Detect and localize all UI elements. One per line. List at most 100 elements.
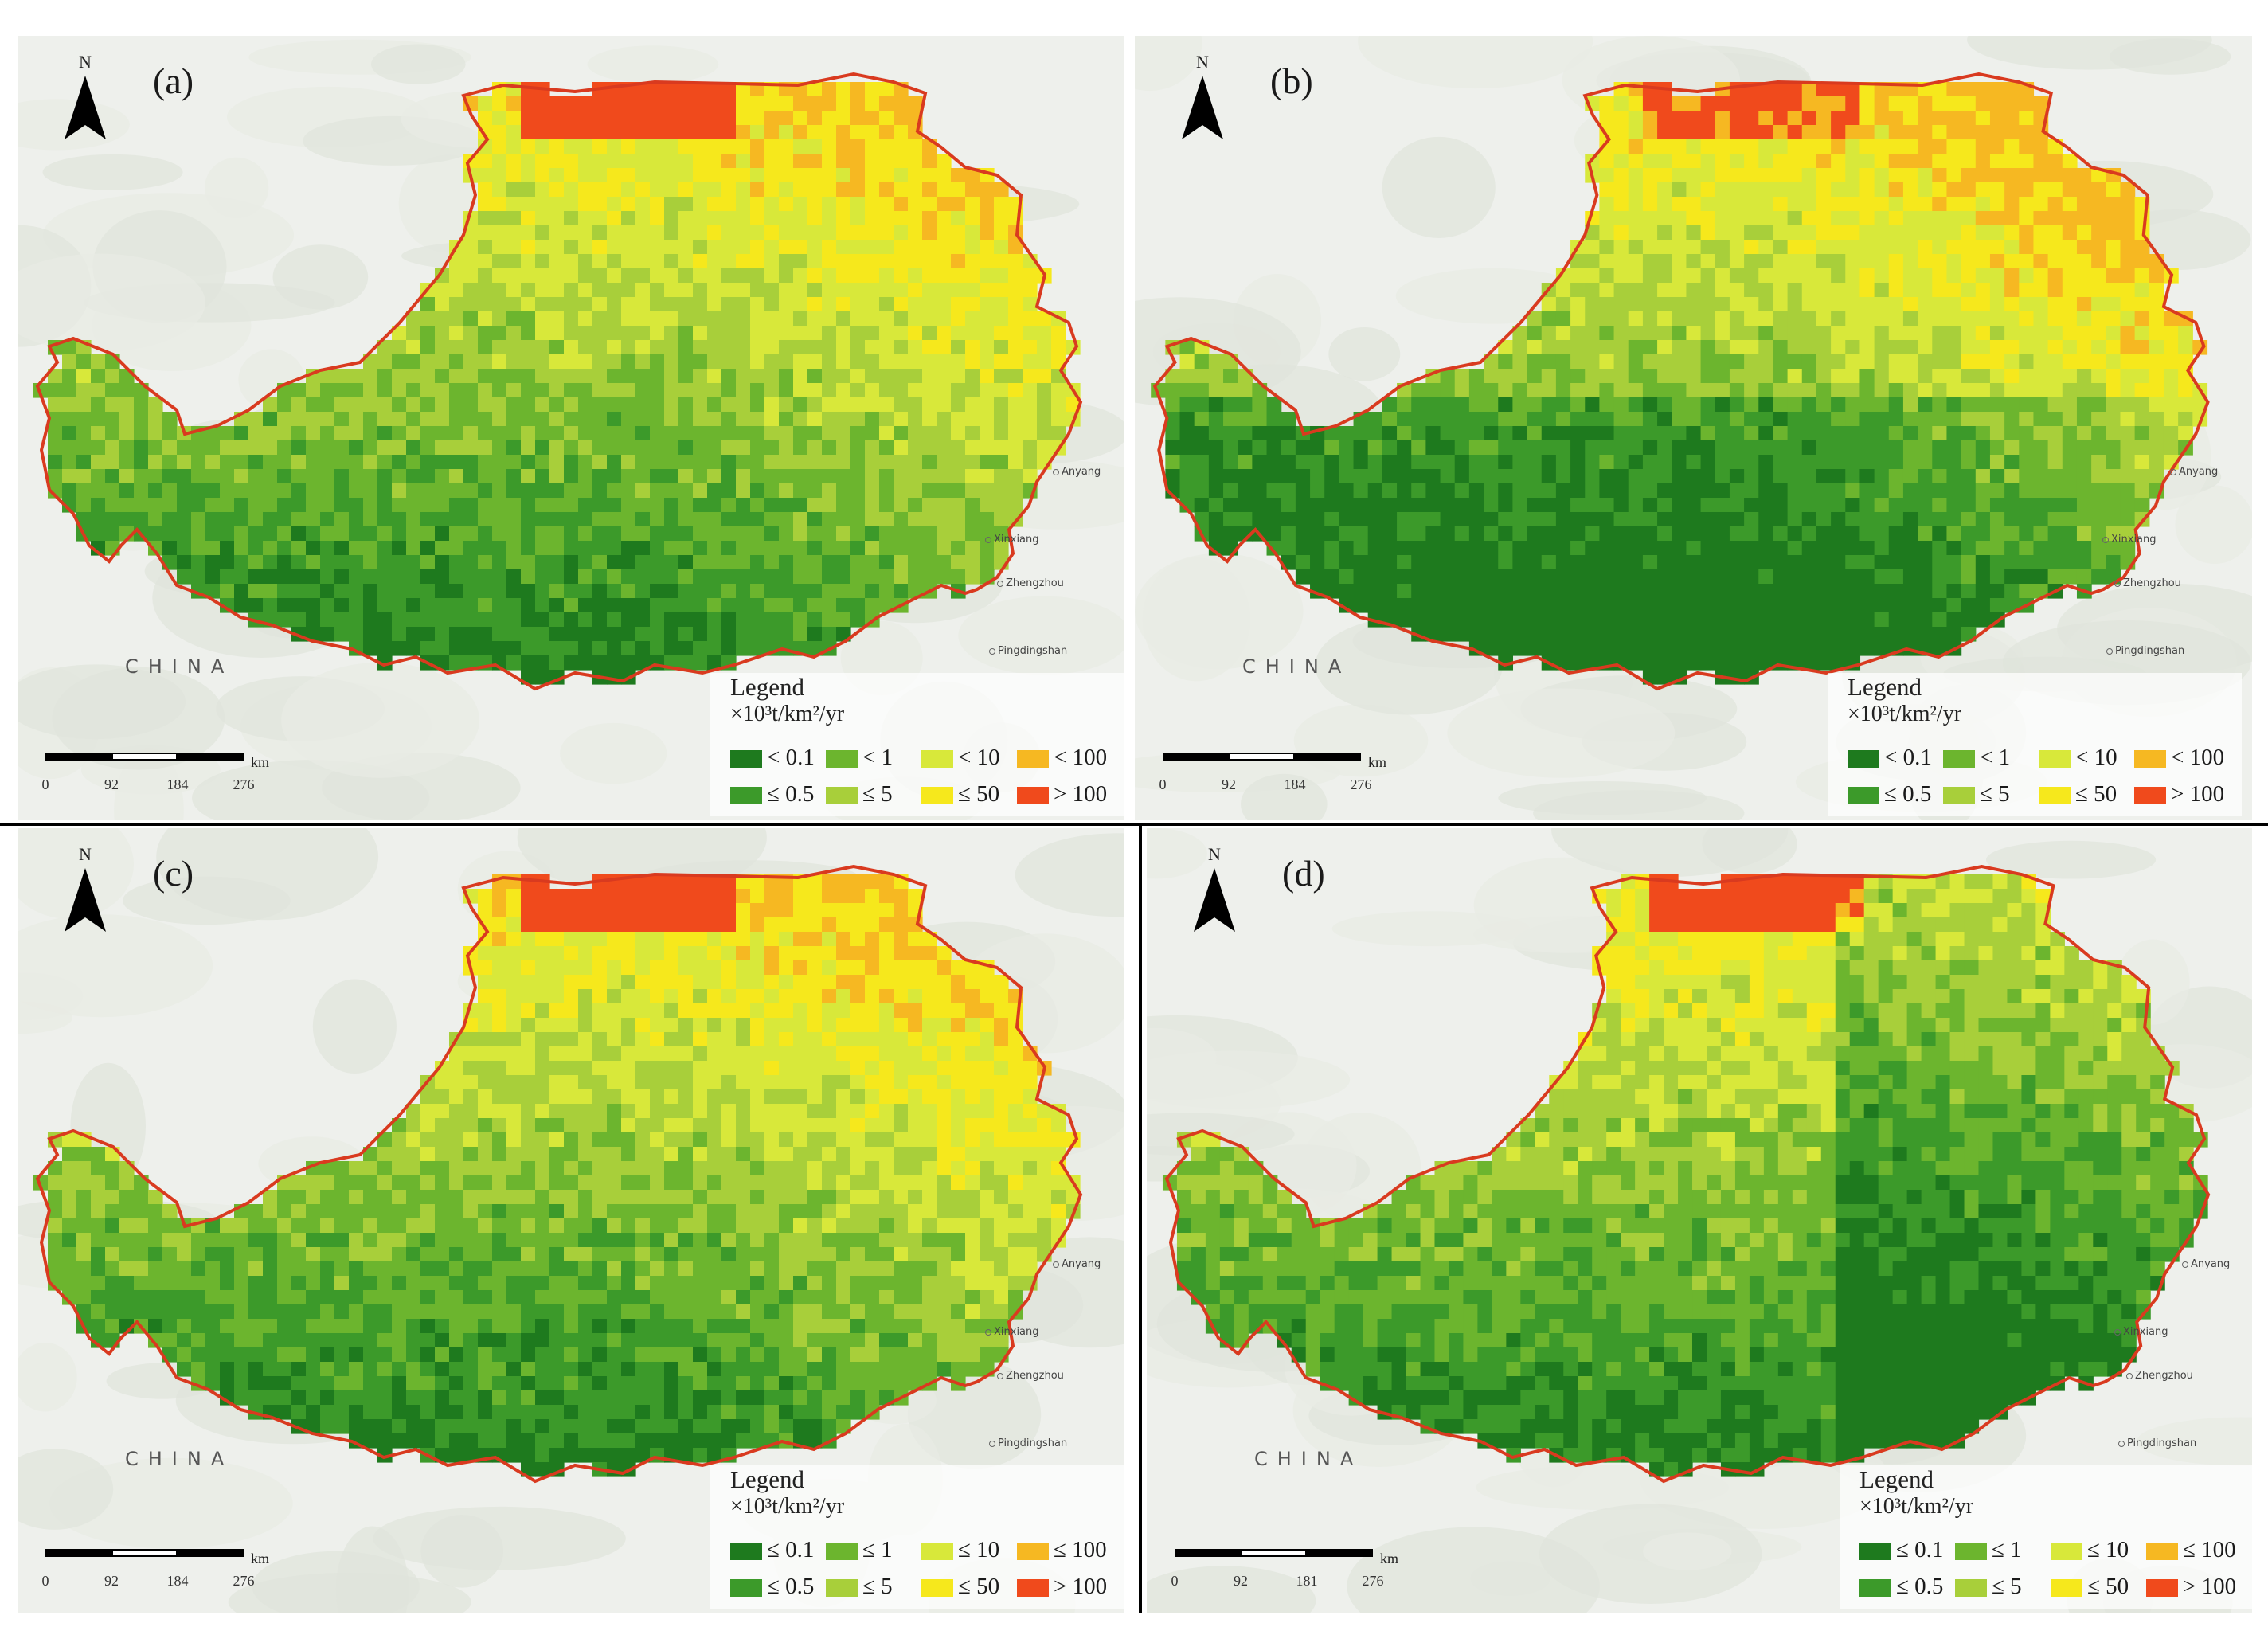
legend-swatch (1955, 1579, 1987, 1598)
legend-swatch (921, 1579, 953, 1598)
north-letter: N (79, 844, 92, 864)
legend-item: < 10 (2039, 745, 2117, 773)
legend-item: ≤ 0.1 (730, 1537, 814, 1566)
city-label: Pingdingshan (2106, 645, 2184, 657)
legend-swatch (921, 1543, 953, 1561)
legend-label: ≤ 10 (2087, 1537, 2129, 1562)
scale-bar: 0 92 184 276 km (1159, 753, 1433, 808)
legend-item: ≤ 1 (1955, 1537, 2022, 1566)
legend-unit: ×10³t/km²/yr (1859, 1494, 1974, 1519)
legend-swatch (826, 787, 858, 805)
legend-item: ≤ 0.5 (730, 781, 814, 810)
legend-title: Legend (730, 1465, 804, 1493)
city-label: Anyang (1053, 466, 1101, 478)
legend-label: < 0.1 (767, 745, 815, 770)
region-boundary (1152, 72, 2210, 691)
legend-label: ≤ 100 (1054, 1537, 1107, 1562)
legend-label: < 1 (1980, 745, 2011, 770)
scale-bar: 0 92 184 276 km (42, 1549, 316, 1605)
legend-item: > 100 (2146, 1574, 2236, 1602)
legend-item: < 100 (2134, 745, 2224, 773)
city-label: Anyang (2182, 1258, 2230, 1270)
scale-unit: km (251, 1551, 270, 1566)
scale-tick-label: 184 (1284, 776, 1306, 792)
legend-swatch (826, 1543, 858, 1561)
legend-swatch (921, 750, 953, 769)
legend-swatch (2134, 750, 2166, 769)
legend-swatch (1943, 787, 1975, 805)
legend-swatch (921, 787, 953, 805)
legend-label: ≤ 5 (1980, 781, 2010, 807)
map-panel-d: (d) N CHINA Zhengzhou Pingdingshan Xinxiang An… (1147, 828, 2252, 1613)
city-label: Pingdingshan (989, 1437, 1067, 1449)
legend-item: ≤ 10 (2051, 1537, 2129, 1566)
legend-label: ≤ 50 (958, 1574, 1000, 1599)
legend: Legend ×10³t/km²/yr < 0.1 ≤ 0.5 < 1 ≤ 5 < 10 ≤ … (710, 673, 1124, 816)
legend-item: > 100 (1017, 781, 1107, 810)
city-label: Zhengzhou (997, 577, 1064, 589)
legend: Legend ×10³t/km²/yr ≤ 0.1 ≤ 0.5 ≤ 1 ≤ 5 ≤ 10 ≤ … (710, 1465, 1124, 1609)
scale-tick-label: 0 (1171, 1573, 1179, 1589)
legend-label: < 1 (862, 745, 894, 770)
legend-label: ≤ 5 (862, 781, 893, 807)
scale-tick-label: 276 (233, 776, 255, 792)
erosion-raster (1151, 82, 2208, 685)
legend-label: ≤ 1 (1992, 1537, 2022, 1562)
legend-label: ≤ 0.5 (767, 1574, 815, 1599)
north-letter: N (1196, 52, 1209, 72)
legend-label: < 100 (2171, 745, 2225, 770)
scale-tick-label: 184 (166, 1573, 189, 1589)
legend-swatch (1943, 750, 1975, 769)
legend-unit: ×10³t/km²/yr (730, 702, 845, 726)
city-label: Xinxiang (2102, 534, 2157, 546)
region-boundary (35, 864, 1083, 1484)
legend-item: ≤ 5 (826, 1574, 893, 1602)
north-arrow-icon: N (1179, 52, 1226, 147)
country-label: CHINA (1254, 1448, 1363, 1470)
region-boundary (35, 72, 1083, 691)
legend-item: ≤ 0.5 (730, 1574, 814, 1602)
legend-title: Legend (1848, 673, 1922, 701)
choropleth-map (1147, 828, 2252, 1613)
legend-label: ≤ 0.1 (1896, 1537, 1944, 1562)
city-label: Zhengzhou (997, 1370, 1064, 1382)
legend-swatch (1017, 787, 1049, 805)
scale-bar: 0 92 184 276 km (41, 753, 316, 808)
legend-item: ≤ 5 (1943, 781, 2010, 810)
legend-label: ≤ 0.5 (1884, 781, 1932, 807)
erosion-raster (1162, 874, 2208, 1477)
scale-tick-label: 92 (1222, 776, 1236, 792)
scale-tick-label: 181 (1296, 1573, 1318, 1589)
map-panel-a: (a) N CHINA Zhengzhou Pingdingshan Xinxiang An… (18, 36, 1124, 820)
scale-tick-label: 276 (1362, 1573, 1384, 1589)
legend-swatch (1859, 1543, 1891, 1561)
north-arrow-icon: N (61, 844, 109, 940)
city-label: Xinxiang (985, 1326, 1039, 1338)
scale-tick-label: 276 (233, 1573, 255, 1589)
map-panel-c: (c) N CHINA Zhengzhou Pingdingshan Xinxiang An… (18, 828, 1124, 1613)
city-label: Xinxiang (2114, 1326, 2168, 1338)
erosion-raster (33, 874, 1081, 1477)
legend-item: ≤ 5 (826, 781, 893, 810)
legend-swatch (2146, 1579, 2178, 1598)
city-label: Zhengzhou (2126, 1370, 2193, 1382)
scale-tick-label: 92 (1234, 1573, 1248, 1589)
legend-title: Legend (1859, 1465, 1934, 1493)
north-arrow-icon: N (61, 52, 109, 147)
legend-item: < 0.1 (730, 745, 815, 773)
legend-label: < 0.1 (1884, 745, 1932, 770)
legend-label: ≤ 0.5 (1896, 1574, 1944, 1599)
scale-tick-label: 0 (41, 776, 49, 792)
erosion-raster (33, 82, 1081, 685)
legend-swatch (730, 1579, 762, 1598)
legend: Legend ×10³t/km²/yr < 0.1 ≤ 0.5 < 1 ≤ 5 < 10 ≤ … (1828, 673, 2242, 816)
legend-item: ≤ 100 (1017, 1537, 1107, 1566)
legend-label: > 100 (2183, 1574, 2237, 1599)
legend-item: < 1 (826, 745, 893, 773)
legend-label: < 10 (958, 745, 1000, 770)
scale-tick-label: 276 (1350, 776, 1372, 792)
legend-item: > 100 (2134, 781, 2224, 810)
legend-label: > 100 (1054, 1574, 1108, 1599)
legend-item: ≤ 50 (2039, 781, 2117, 810)
legend-label: ≤ 10 (958, 1537, 1000, 1562)
